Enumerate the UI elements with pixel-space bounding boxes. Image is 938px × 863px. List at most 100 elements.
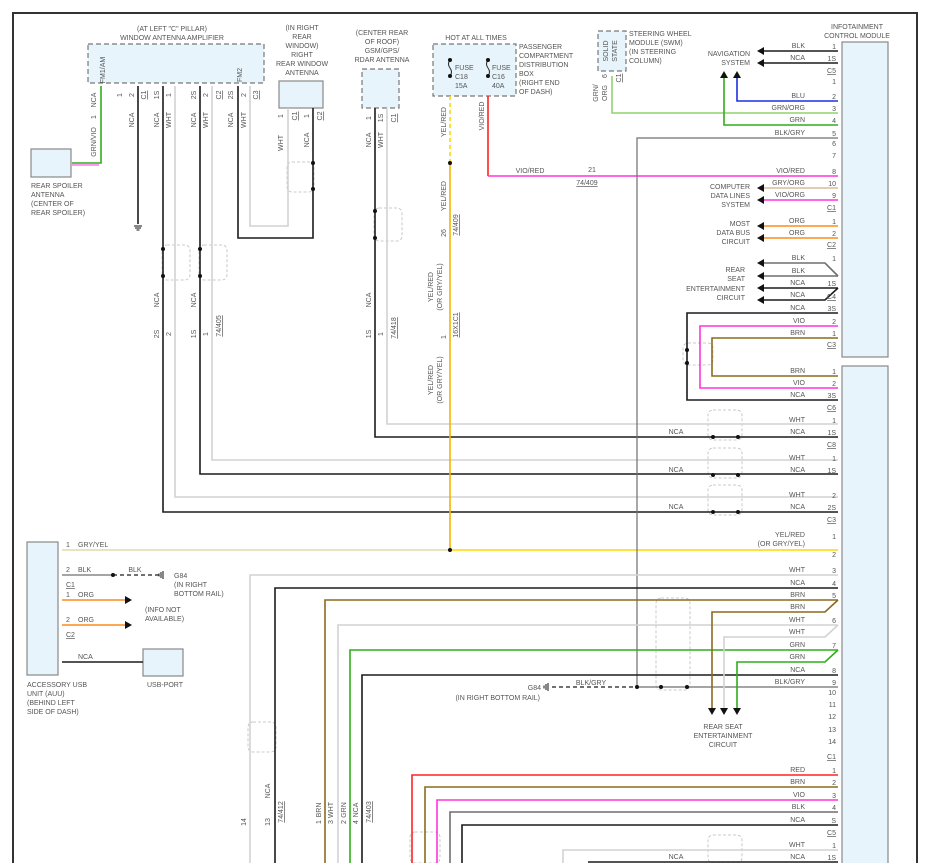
shield xyxy=(682,342,714,366)
arrow-icon xyxy=(733,708,741,715)
wire-label: NCA xyxy=(669,429,684,436)
pin-label: 74/403 xyxy=(366,801,373,823)
shield xyxy=(707,447,743,479)
pin-label: 12 xyxy=(828,714,836,721)
pin-label: 3 xyxy=(832,793,836,800)
wire-label: (OR GRY/YEL) xyxy=(437,356,444,403)
fuse-c18: FUSE xyxy=(455,65,474,72)
infotainment-title: CONTROL MODULE xyxy=(824,33,890,40)
splice-dot xyxy=(711,473,715,477)
pin-label: 1 xyxy=(66,542,70,549)
splice-dot xyxy=(486,74,490,78)
pin-label: 14 xyxy=(828,739,836,746)
wire-red xyxy=(411,774,838,863)
fuse-c16: C16 xyxy=(492,74,505,81)
pin-label: 2 xyxy=(832,381,836,388)
splice-dot xyxy=(711,435,715,439)
wire-label: GRN xyxy=(789,654,805,661)
gsm-antenna-title: OF ROOF) xyxy=(365,39,399,46)
most-data-bus: DATA BUS xyxy=(716,230,750,237)
rear-seat-upper: CIRCUIT xyxy=(717,295,746,302)
wire-blk xyxy=(686,312,838,401)
pin-label: 8 xyxy=(832,668,836,675)
pin-label: 3 xyxy=(832,568,836,575)
fuse-box-title: COMPARTMENT xyxy=(519,53,574,60)
rear-seat-upper: SEAT xyxy=(727,276,745,283)
wire-label: 1 xyxy=(441,335,448,339)
connector-label: C2 xyxy=(66,632,75,639)
pin-label: 1 xyxy=(304,114,311,118)
splice-dot xyxy=(311,187,315,191)
pin-label: 2 xyxy=(832,231,836,238)
arrow-icon xyxy=(757,196,764,204)
wire-blk xyxy=(237,86,314,239)
pin-label: 1S xyxy=(827,281,836,288)
wire-grn xyxy=(349,649,838,863)
splice-dot xyxy=(311,161,315,165)
pin-label: 1 xyxy=(832,534,836,541)
fuse-box-title: DISTRIBUTION xyxy=(519,62,568,69)
wire-grn xyxy=(723,78,838,126)
wire-vio xyxy=(699,325,838,389)
wire-label: BRN xyxy=(790,779,805,786)
shield xyxy=(198,244,228,281)
connector-label: C2 xyxy=(827,242,836,249)
pin-label: 14 xyxy=(241,818,248,826)
arrow-icon xyxy=(757,234,764,242)
splice-dot xyxy=(659,685,663,689)
pin-label: 21 xyxy=(588,167,596,174)
rear-seat-upper: ENTERTAINMENT xyxy=(686,286,746,293)
auu-title: UNIT (AUU) xyxy=(27,691,65,698)
wire-wht xyxy=(723,624,839,708)
wire-gry xyxy=(449,811,838,863)
pin-label: 3S xyxy=(827,306,836,313)
pin-label: 1 xyxy=(832,256,836,263)
pin-label: 10 xyxy=(828,690,836,697)
wire-label: NCA xyxy=(154,112,161,127)
wire-label: 74/409 xyxy=(453,214,460,236)
connector-label: C5 xyxy=(827,68,836,75)
pin-label: C2 xyxy=(317,111,324,120)
wire-label: WHT xyxy=(166,111,173,128)
pin-label: 4 xyxy=(353,820,360,824)
arrow-icon xyxy=(757,47,764,55)
pin-label: 2 xyxy=(129,93,136,97)
fuse-icon xyxy=(486,59,490,77)
shield xyxy=(161,244,191,281)
splice-dot xyxy=(373,236,377,240)
pin-label: 1 xyxy=(832,44,836,51)
wire-label: NCA xyxy=(669,467,684,474)
ground-location: (IN RIGHT BOTTOM RAIL) xyxy=(455,695,540,702)
most-data-bus: MOST xyxy=(730,221,751,228)
wire-label: GRY/ORG xyxy=(772,180,805,187)
pin-label: S xyxy=(831,818,836,825)
wire-label: NCA xyxy=(669,854,684,861)
pin-label: 2 xyxy=(203,93,210,97)
pin-label: 10 xyxy=(828,181,836,188)
arrow-icon xyxy=(757,59,764,67)
swm-title: STEERING WHEEL xyxy=(629,31,692,38)
navigation-system: NAVIGATION xyxy=(708,51,750,58)
window-antenna-amplifier xyxy=(87,43,265,84)
pin-label: 74/418 xyxy=(391,317,398,339)
pin-label: C1 xyxy=(292,111,299,120)
wire-label: YEL/RED xyxy=(775,532,805,539)
pin-label: 5 xyxy=(832,593,836,600)
wire-label: BRN xyxy=(316,803,323,818)
pin-label: 2 xyxy=(832,493,836,500)
splice-dot xyxy=(448,161,452,165)
wire-label: VIO/RED xyxy=(479,102,486,131)
connector-label: C5 xyxy=(827,830,836,837)
pin-label: 8 xyxy=(832,169,836,176)
splice-dot xyxy=(685,361,689,365)
right-rear-window-antenna xyxy=(278,80,324,109)
wire-blu xyxy=(736,78,838,102)
arrow-icon xyxy=(733,71,741,78)
pin-label: 3 xyxy=(832,106,836,113)
pin-label: C1 xyxy=(616,73,623,82)
splice-dot xyxy=(448,74,452,78)
wire-label: WHT xyxy=(789,492,806,499)
wire-label: BRN xyxy=(790,592,805,599)
rear-window-antenna-title: REAR xyxy=(292,34,311,41)
